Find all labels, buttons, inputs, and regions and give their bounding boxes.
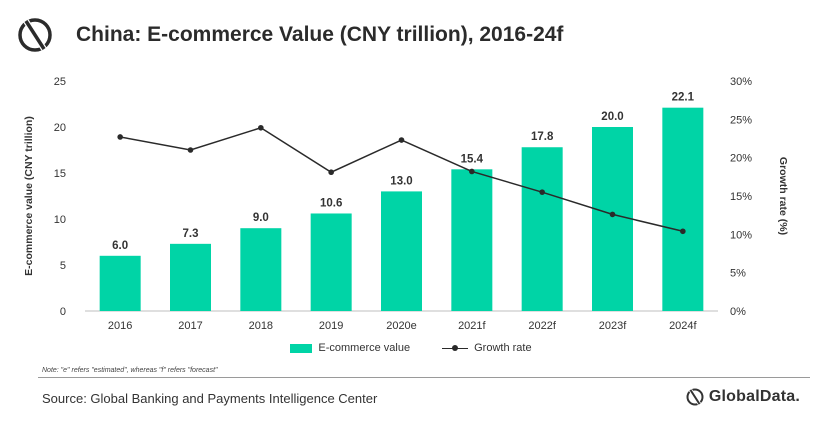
- x-tick-label: 2019: [319, 320, 343, 332]
- y-tick-label: 15: [54, 168, 66, 180]
- bar: [381, 191, 422, 311]
- x-tick-label: 2017: [178, 320, 202, 332]
- y2-tick-label: 0%: [730, 306, 746, 318]
- growth-rate-point: [258, 124, 264, 131]
- bar-data-label: 6.0: [112, 240, 128, 252]
- source-text: Source: Global Banking and Payments Inte…: [42, 391, 378, 406]
- chart-title: China: E-commerce Value (CNY trillion), …: [76, 23, 564, 46]
- growth-rate-point: [187, 147, 194, 153]
- legend-swatch-line: [442, 344, 469, 353]
- y-tick-label: 25: [54, 76, 66, 88]
- chart-header: China: E-commerce Value (CNY trillion), …: [14, 10, 563, 60]
- brand-name: GlobalData.: [708, 388, 800, 405]
- legend-item-growth: Growth rate: [442, 342, 532, 354]
- bar: [451, 169, 493, 311]
- legend-swatch-bar: [290, 343, 313, 353]
- x-tick-label: 2016: [108, 320, 132, 332]
- growth-rate-point: [469, 168, 475, 175]
- brand-logo: GlobalData.: [685, 387, 800, 407]
- bar-data-label: 9.0: [253, 212, 269, 224]
- y2-tick-label: 15%: [730, 191, 752, 203]
- x-tick-label: 2018: [249, 320, 273, 332]
- y2-tick-label: 5%: [730, 268, 746, 280]
- y-tick-label: 10: [54, 214, 66, 226]
- x-tick-label: 2023f: [599, 320, 627, 332]
- bar: [662, 107, 704, 312]
- bar: [521, 147, 563, 311]
- globaldata-logo-icon: [18, 18, 52, 52]
- y2-tick-label: 30%: [730, 76, 752, 88]
- bar: [592, 127, 633, 311]
- footnote: Note: "e" refers "estimated", whereas "f…: [42, 367, 218, 374]
- growth-rate-point: [680, 228, 686, 235]
- x-tick-label: 2022f: [528, 320, 556, 332]
- bar: [310, 213, 352, 311]
- legend-item-ecommerce: E-commerce value: [290, 342, 410, 354]
- bar-data-label: 22.1: [672, 92, 695, 104]
- combo-chart: 0 5 10 15 20 25 0% 5% 10% 15% 20% 25% 30% E-commerce …: [23, 76, 789, 332]
- legend-label-growth: Growth rate: [474, 342, 532, 354]
- growth-rate-point: [539, 189, 545, 195]
- growth-rate-point: [328, 169, 334, 176]
- y-tick-label: 20: [54, 122, 66, 134]
- y2-tick-label: 20%: [730, 153, 752, 165]
- x-tick-label: 2020e: [386, 320, 417, 332]
- footer-divider: [38, 377, 810, 378]
- bar-data-label: 15.4: [461, 153, 484, 165]
- bar: [240, 228, 282, 311]
- growth-rate-point: [398, 137, 405, 143]
- chart-legend: E-commerce value Growth rate: [0, 342, 822, 354]
- bar: [99, 255, 141, 311]
- bar-data-label: 10.6: [320, 197, 342, 209]
- bar-data-label: 20.0: [601, 111, 623, 123]
- growth-rate-point: [117, 134, 123, 140]
- y-tick-label: 5: [60, 260, 66, 272]
- x-tick-label: 2024f: [669, 320, 697, 332]
- y2-tick-label: 25%: [730, 114, 752, 126]
- y-axis-title: E-commerce value (CNY trillion): [23, 116, 35, 276]
- legend-label-ecommerce: E-commerce value: [318, 342, 411, 354]
- y-tick-label: 0: [60, 306, 66, 318]
- y2-axis-title: Growth rate (%): [777, 157, 789, 235]
- x-tick-label: 2021f: [458, 320, 486, 332]
- y2-tick-label: 10%: [730, 229, 752, 241]
- bar: [170, 243, 211, 311]
- globaldata-brand-icon: [686, 388, 704, 406]
- growth-rate-point: [609, 211, 616, 218]
- bar-data-label: 17.8: [531, 131, 554, 143]
- bar-data-label: 13.0: [390, 175, 412, 187]
- bar-data-label: 7.3: [183, 228, 199, 240]
